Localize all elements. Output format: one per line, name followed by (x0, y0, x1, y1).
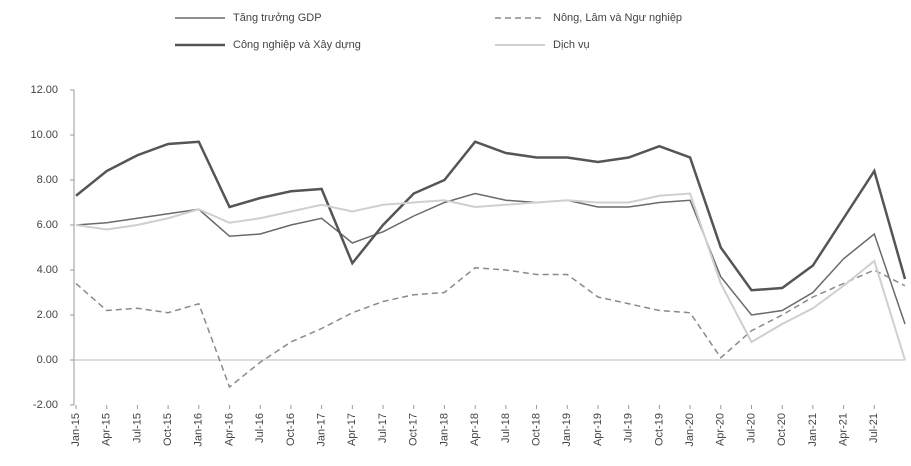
series-line (75, 192, 906, 325)
y-tick-label: 0.00 (37, 354, 58, 366)
series-line (75, 140, 907, 292)
x-tick-label: Oct-17 (408, 413, 420, 446)
x-tick-label: Jul-15 (131, 413, 143, 443)
x-tick-label: Jan-16 (193, 413, 205, 447)
x-tick-label: Jan-15 (70, 413, 82, 447)
x-tick-label: Apr-18 (469, 413, 481, 446)
y-tick-label: 12.00 (30, 84, 58, 96)
x-tick-label: Jan-20 (684, 413, 696, 447)
x-tick-label: Jan-21 (807, 413, 819, 447)
x-tick-label: Jul-19 (623, 413, 635, 443)
y-tick-label: 4.00 (37, 264, 58, 276)
x-tick-label: Apr-15 (101, 413, 113, 446)
x-tick-label: Jul-18 (500, 413, 512, 443)
x-tick-label: Jul-16 (254, 413, 266, 443)
x-tick-label: Oct-15 (162, 413, 174, 446)
x-tick-label: Jul-21 (868, 413, 880, 443)
x-tick-label: Jan-17 (316, 413, 328, 447)
x-tick-label: Apr-16 (223, 413, 235, 446)
x-tick-label: Apr-20 (715, 413, 727, 446)
x-tick-label: Jan-18 (438, 413, 450, 447)
x-tick-label: Jul-20 (745, 413, 757, 443)
x-tick-label: Jul-17 (377, 413, 389, 443)
legend-label: Nông, Lâm và Ngư nghiệp (553, 12, 682, 24)
y-tick-label: 10.00 (30, 129, 58, 141)
x-tick-label: Apr-19 (592, 413, 604, 446)
y-tick-label: 8.00 (37, 174, 58, 186)
x-tick-label: Oct-20 (776, 413, 788, 446)
legend-label: Công nghiệp và Xây dựng (233, 39, 361, 51)
x-tick-label: Apr-21 (837, 413, 849, 446)
legend-label: Dịch vụ (553, 39, 590, 51)
x-tick-label: Oct-18 (530, 413, 542, 446)
y-tick-label: 2.00 (37, 309, 58, 321)
x-tick-label: Apr-17 (346, 413, 358, 446)
x-tick-label: Oct-19 (653, 413, 665, 446)
series-line (75, 266, 906, 389)
x-tick-label: Jan-19 (561, 413, 573, 447)
x-tick-label: Oct-16 (285, 413, 297, 446)
y-tick-label: -2.00 (33, 399, 58, 411)
legend-label: Tăng trưởng GDP (233, 12, 322, 24)
series-line (75, 192, 906, 361)
y-tick-label: 6.00 (37, 219, 58, 231)
